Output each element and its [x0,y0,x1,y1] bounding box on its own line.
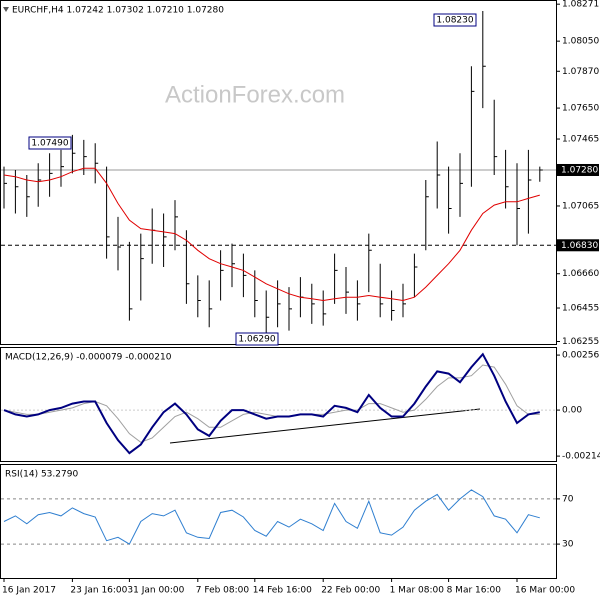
price-bar [220,250,224,301]
price-bar [334,253,338,304]
y-tick-label: 1.07650 [562,104,599,114]
price-bar [470,66,475,187]
price-label-box [557,239,599,252]
y-tick-label: 1.06255 [562,337,599,347]
symbol-icon [3,7,9,12]
price-bar [516,163,520,246]
moving-average [3,167,540,302]
price-bar [94,143,99,184]
macd-title: MACD(12,26,9) -0.000079 -0.000210 [5,353,172,363]
price-bar [14,169,19,214]
price-bar [368,233,372,293]
price-bar [49,153,53,197]
y-tick-label: 0.00 [562,406,582,416]
price-bar [425,180,429,251]
price-bar [527,149,532,234]
price-bar [151,208,156,264]
price-label: 1.07280 [561,165,598,175]
y-tick-label: 1.07065 [562,201,599,211]
watermark: ActionForex.com [165,81,345,108]
x-tick-label: 23 Jan 16:00 [70,586,127,596]
x-tick-label: 1 Mar 08:00 [390,586,445,596]
annotation: 1.06290 [238,335,275,345]
x-tick-label: 16 Jan 2017 [2,586,56,596]
price-bar [265,290,270,336]
price-bar [254,270,258,318]
price-bar [345,267,349,314]
x-tick-label: 7 Feb 08:00 [196,586,250,596]
macd-line [3,352,540,455]
y-tick-label: 1.08271 [562,0,599,10]
price-bar [71,134,76,174]
price-bar [140,233,144,301]
price-bar [128,241,133,321]
price-bar [436,141,441,209]
price-bar [311,283,315,324]
rsi-line [3,489,540,545]
rsi-title: RSI(14) 53.2790 [5,470,78,480]
y-tick-label: 1.07465 [562,135,599,145]
x-tick-label: 16 Mar 00:00 [515,586,575,596]
price-bar [60,149,64,187]
macd-panel [0,347,557,462]
price-bar [539,166,543,182]
price-bar [231,243,235,288]
price-bar [379,263,384,318]
y-tick-label: 0.00256 [562,351,599,361]
price-label-box [557,163,599,176]
price-bar [391,290,395,321]
annotation-box [433,13,477,27]
x-tick-label: 31 Jan 00:00 [127,586,184,596]
price-bar [288,287,292,331]
x-tick-label: 14 Feb 16:00 [253,586,312,596]
price-bar [356,280,361,321]
price-bar [83,139,87,176]
y-tick-label: 70 [562,494,574,504]
price-bar [482,11,486,109]
signal-line [3,364,540,443]
price-bar [242,253,247,298]
price-label: 1.06830 [561,241,598,251]
price-bar [117,216,121,271]
trend-line [169,408,481,444]
y-tick-label: 1.07870 [562,67,599,77]
price-bar [277,280,281,328]
price-bar [493,99,498,176]
price-bar [37,163,42,207]
x-tick-label: 8 Mar 16:00 [447,586,502,596]
y-tick-label: 30 [562,540,574,550]
y-tick-label: 1.06660 [562,269,599,279]
annotation: 1.07490 [31,139,68,149]
annotation-box [28,136,72,150]
x-tick-label: 22 Feb 00:00 [321,586,380,596]
price-bar [163,213,167,268]
price-bar [448,166,452,234]
price-bar [185,230,190,304]
price-bar [3,166,7,209]
price-bar [106,166,110,259]
price-bar [459,153,463,217]
price-bar [197,275,201,318]
price-bar [413,253,418,298]
y-tick-label: -0.002142 [562,452,600,462]
chart-title: EURCHF,H4 1.07242 1.07302 1.07210 1.0728… [12,6,224,16]
price-bar [26,175,30,217]
price-bar [174,200,178,251]
annotation-box [235,332,279,346]
price-bar [322,290,327,326]
price-bar [505,149,509,209]
rsi-panel [0,464,557,579]
annotation: 1.08230 [436,16,473,26]
y-tick-label: 1.06455 [562,304,599,314]
y-tick-label: 1.08050 [562,37,599,47]
price-bar [208,280,213,328]
